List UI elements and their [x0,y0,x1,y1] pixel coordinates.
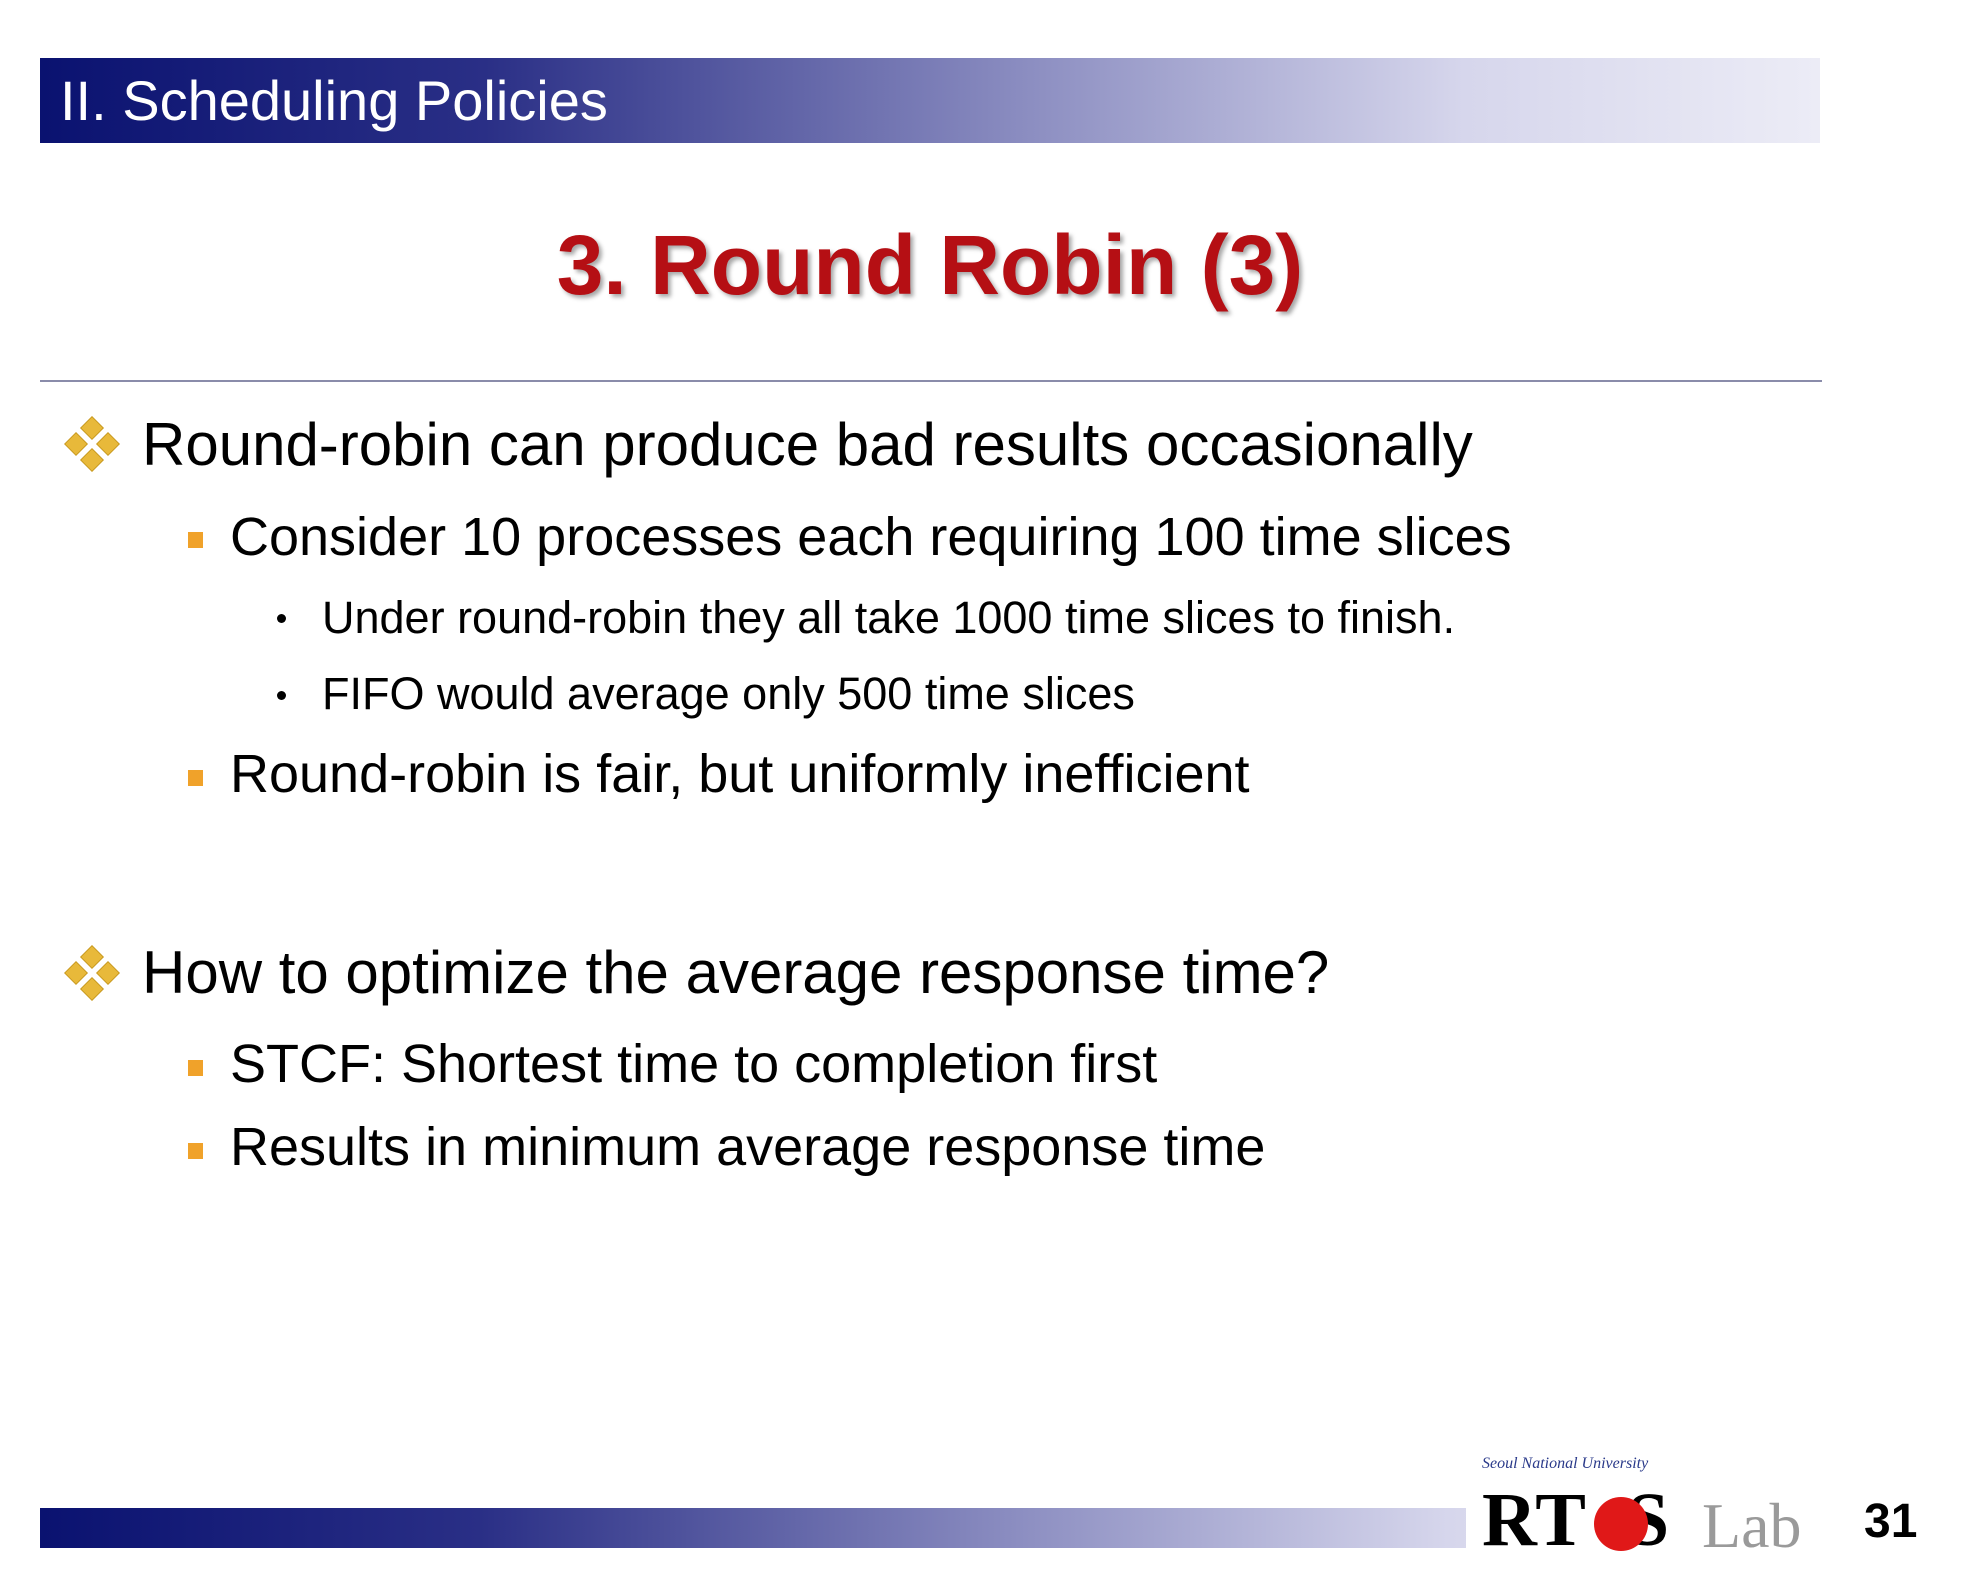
sub-bullet-fair: Round-robin is fair, but uniformly ineff… [230,744,1250,804]
sub-bullet-minimum: Results in minimum average response time [230,1117,1266,1177]
dot-bullet-icon [277,691,286,700]
slide-title: 3. Round Robin (3) [556,218,1304,312]
square-bullet-icon [188,532,203,548]
dot-bullet-icon [277,614,286,623]
section-title: II. Scheduling Policies [60,69,608,132]
rtos-lab-logo: Seoul National University RT S Lab [1466,1455,1826,1565]
square-bullet-icon [188,1060,203,1076]
page-number: 31 [1864,1495,1918,1548]
logo-university: Seoul National University [1482,1455,1649,1472]
diamond-bullet-icon [64,945,120,1001]
sub-sub-bullet-under-rr: Under round-robin they all take 1000 tim… [322,592,1456,643]
sub-sub-bullet-fifo: FIFO would average only 500 time slices [322,668,1135,719]
bullet-optimize: How to optimize the average response tim… [142,939,1330,1006]
diamond-bullet-icon [64,416,120,472]
square-bullet-icon [188,770,203,786]
header-bar [40,58,1820,143]
square-bullet-icon [188,1143,203,1159]
logo-red-dot [1594,1497,1648,1551]
logo-lab: Lab [1702,1490,1802,1561]
bullet-round-robin-bad: Round-robin can produce bad results occa… [142,411,1473,478]
title-divider [40,380,1822,382]
sub-bullet-stcf: STCF: Shortest time to completion first [230,1034,1158,1094]
sub-bullet-consider: Consider 10 processes each requiring 100… [230,507,1512,567]
